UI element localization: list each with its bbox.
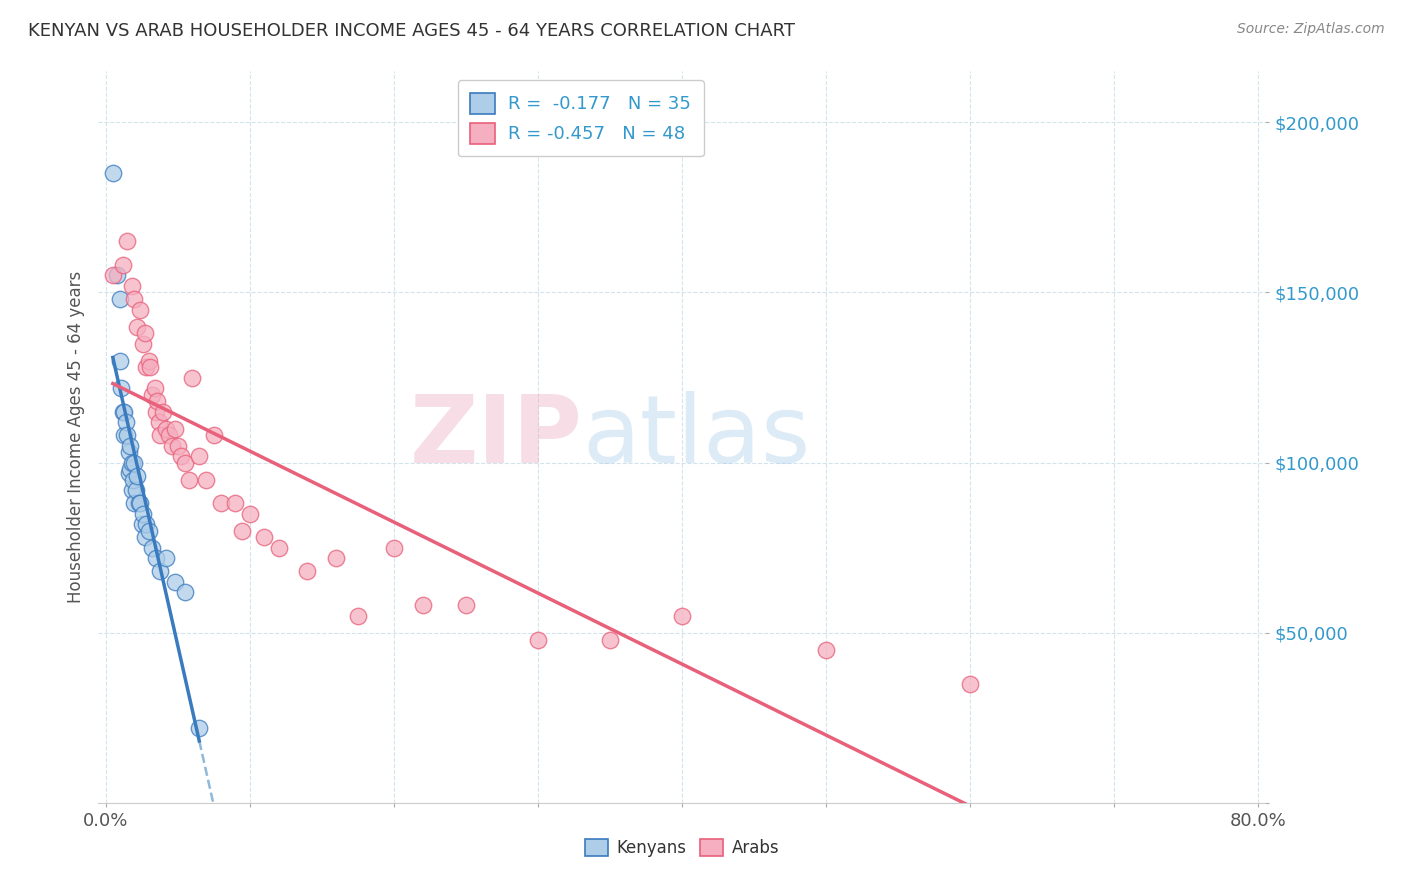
Point <box>131 516 153 531</box>
Point <box>124 456 146 470</box>
Point <box>138 524 160 538</box>
Point <box>155 421 177 435</box>
Point <box>346 608 368 623</box>
Point <box>671 608 693 623</box>
Point <box>412 599 434 613</box>
Point <box>108 293 131 307</box>
Point <box>959 677 981 691</box>
Point <box>173 456 195 470</box>
Point <box>138 353 160 368</box>
Point <box>118 445 141 459</box>
Point <box>134 326 156 341</box>
Point <box>267 541 290 555</box>
Text: KENYAN VS ARAB HOUSEHOLDER INCOME AGES 45 - 64 YEARS CORRELATION CHART: KENYAN VS ARAB HOUSEHOLDER INCOME AGES 4… <box>28 22 796 40</box>
Point <box>297 565 319 579</box>
Point <box>209 496 232 510</box>
Point <box>188 449 211 463</box>
Point <box>224 496 246 510</box>
Point <box>121 278 143 293</box>
Point <box>145 404 167 418</box>
Point <box>111 404 134 418</box>
Point <box>110 381 132 395</box>
Point <box>135 516 157 531</box>
Point <box>253 531 276 545</box>
Point <box>152 404 174 418</box>
Point <box>202 428 225 442</box>
Point <box>139 360 162 375</box>
Point <box>115 428 138 442</box>
Point <box>188 721 211 735</box>
Point <box>454 599 477 613</box>
Point <box>325 550 347 565</box>
Legend: Kenyans, Arabs: Kenyans, Arabs <box>578 832 786 864</box>
Point <box>101 268 124 283</box>
Point <box>121 483 143 497</box>
Point <box>111 258 134 272</box>
Point <box>127 469 149 483</box>
Point <box>149 565 172 579</box>
Text: Source: ZipAtlas.com: Source: ZipAtlas.com <box>1237 22 1385 37</box>
Point <box>148 415 170 429</box>
Point <box>163 574 186 589</box>
Point <box>124 293 146 307</box>
Point <box>105 268 128 283</box>
Point <box>143 381 166 395</box>
Point <box>112 404 135 418</box>
Point <box>135 360 157 375</box>
Point <box>145 550 167 565</box>
Point <box>101 166 124 180</box>
Point <box>132 336 155 351</box>
Point <box>120 462 142 476</box>
Point <box>120 439 142 453</box>
Point <box>141 387 163 401</box>
Point <box>173 585 195 599</box>
Y-axis label: Householder Income Ages 45 - 64 years: Householder Income Ages 45 - 64 years <box>66 271 84 603</box>
Point <box>115 235 138 249</box>
Point <box>122 473 145 487</box>
Point <box>127 319 149 334</box>
Point <box>157 428 180 442</box>
Point <box>181 370 204 384</box>
Point <box>114 415 136 429</box>
Point <box>155 550 177 565</box>
Point <box>231 524 253 538</box>
Point <box>128 496 150 510</box>
Point <box>125 483 148 497</box>
Point <box>149 428 172 442</box>
Point <box>129 496 152 510</box>
Point <box>121 456 143 470</box>
Point <box>166 439 188 453</box>
Point <box>141 541 163 555</box>
Point <box>239 507 262 521</box>
Point <box>160 439 183 453</box>
Point <box>382 541 405 555</box>
Point <box>146 394 169 409</box>
Text: atlas: atlas <box>582 391 811 483</box>
Point <box>527 632 550 647</box>
Point <box>179 473 201 487</box>
Point <box>124 496 146 510</box>
Point <box>129 302 152 317</box>
Point <box>599 632 621 647</box>
Point <box>814 642 837 657</box>
Point <box>169 449 191 463</box>
Text: ZIP: ZIP <box>409 391 582 483</box>
Point <box>112 428 135 442</box>
Point <box>132 507 155 521</box>
Point <box>108 353 131 368</box>
Point <box>195 473 218 487</box>
Point <box>118 466 141 480</box>
Point <box>134 531 156 545</box>
Point <box>163 421 186 435</box>
